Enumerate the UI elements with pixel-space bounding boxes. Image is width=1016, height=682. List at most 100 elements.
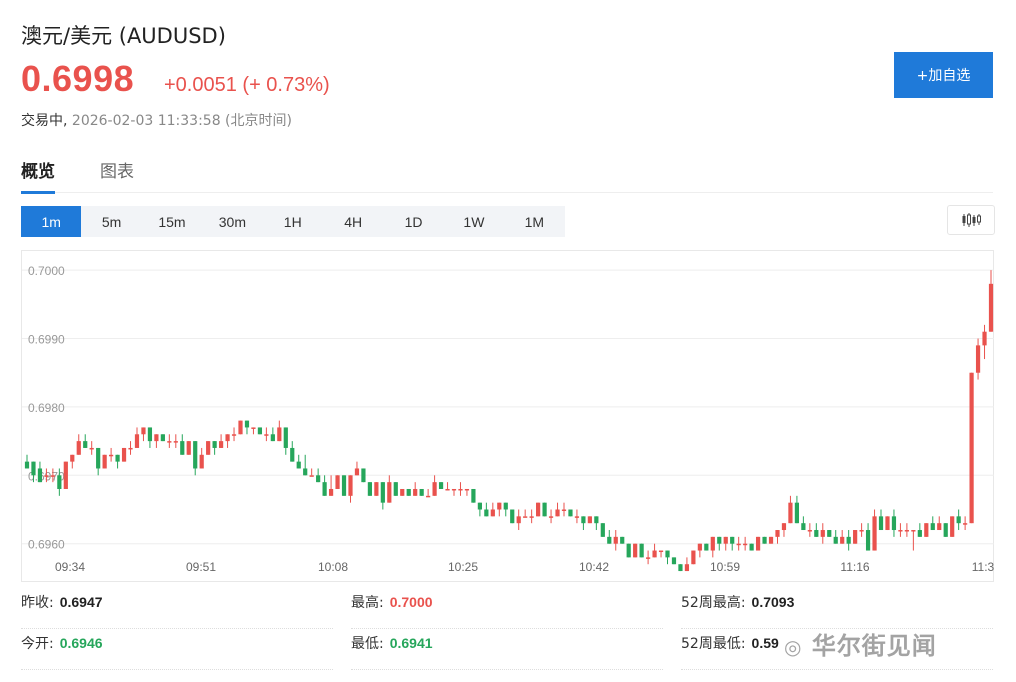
candle-body bbox=[354, 468, 360, 476]
candle-body bbox=[762, 536, 767, 544]
tab-chart[interactable]: 图表 bbox=[100, 162, 134, 182]
candle-body bbox=[186, 441, 191, 455]
candle-body bbox=[31, 461, 36, 476]
period-5m[interactable]: 5m bbox=[101, 213, 122, 230]
stat-52w-high: 52周最高: 0.7093 bbox=[681, 592, 993, 629]
candle-body bbox=[322, 482, 327, 496]
stat-label: 昨收: bbox=[21, 595, 54, 611]
candle-body bbox=[529, 516, 534, 518]
candle-body bbox=[859, 530, 864, 532]
candle-body bbox=[510, 509, 515, 524]
candle-body bbox=[536, 502, 541, 517]
price-chart[interactable]: 0.70000.69900.69800.69700.696009:3409:51… bbox=[21, 250, 995, 583]
add-watchlist-button[interactable]: +加自选 bbox=[894, 52, 993, 98]
candle-body bbox=[264, 434, 269, 436]
candle-body bbox=[950, 516, 955, 537]
candle-body bbox=[393, 482, 398, 496]
period-1w[interactable]: 1W bbox=[463, 213, 485, 230]
y-tick-label: 0.7000 bbox=[28, 264, 65, 278]
period-15m[interactable]: 15m bbox=[158, 213, 186, 230]
candle-body bbox=[626, 543, 631, 558]
period-4h[interactable]: 4H bbox=[344, 213, 363, 230]
candle-body bbox=[613, 536, 618, 544]
candle-body bbox=[865, 530, 871, 551]
y-tick-label: 0.6980 bbox=[28, 401, 65, 415]
candle-body bbox=[704, 543, 709, 551]
candle-body bbox=[328, 488, 334, 496]
stat-value: 0.6946 bbox=[59, 635, 103, 651]
candle-body bbox=[891, 516, 897, 531]
candle-body bbox=[251, 427, 256, 429]
candle-body bbox=[846, 536, 851, 544]
candle-body bbox=[83, 441, 88, 448]
period-1d[interactable]: 1D bbox=[404, 213, 423, 230]
candle-body bbox=[840, 536, 845, 544]
period-1h[interactable]: 1H bbox=[283, 213, 302, 230]
candle-body bbox=[121, 447, 127, 462]
candle-body bbox=[458, 488, 463, 491]
period-selector: 1m 5m 15m 30m 1H 4H 1D 1W 1M bbox=[21, 206, 565, 237]
stat-value: 0.59 bbox=[751, 635, 779, 651]
candle-body bbox=[335, 475, 340, 489]
period-1m[interactable]: 1m bbox=[21, 206, 82, 237]
trading-status: 交易中, 2026-02-03 11:33:58 (北京时间) bbox=[21, 110, 292, 130]
candle-body bbox=[419, 488, 424, 496]
candlestick-chart[interactable]: 0.70000.69900.69800.69700.696009:3409:51… bbox=[22, 251, 995, 583]
candle-body bbox=[781, 523, 787, 531]
candle-body bbox=[620, 536, 625, 544]
candle-body bbox=[212, 441, 217, 448]
candle-body bbox=[833, 536, 838, 544]
candle-body bbox=[225, 434, 230, 442]
candle-body bbox=[341, 475, 347, 496]
candle-body bbox=[387, 482, 392, 503]
candle-body bbox=[115, 454, 120, 462]
tab-bar: 概览 图表 bbox=[21, 155, 993, 194]
candle-body bbox=[697, 543, 702, 551]
candle-body bbox=[283, 427, 288, 448]
candle-body bbox=[600, 523, 605, 537]
candle-body bbox=[853, 530, 858, 544]
candle-body bbox=[917, 530, 922, 537]
candle-body bbox=[814, 530, 819, 537]
candle-body bbox=[89, 447, 94, 450]
y-tick-label: 0.6960 bbox=[28, 538, 65, 552]
candle-body bbox=[956, 516, 961, 524]
candle-body bbox=[581, 516, 586, 524]
candle-body bbox=[548, 516, 554, 518]
candle-body bbox=[63, 461, 68, 489]
candlestick-toggle-button[interactable] bbox=[947, 205, 995, 235]
candle-body bbox=[44, 475, 49, 477]
candle-body bbox=[988, 283, 994, 332]
stat-52w-low: 52周最低: 0.59 bbox=[681, 633, 993, 670]
stat-open: 今开: 0.6946 bbox=[21, 633, 333, 670]
watermark-text: 华尔街见闻 bbox=[811, 632, 937, 660]
candle-body bbox=[438, 482, 444, 489]
candle-body bbox=[710, 536, 715, 551]
candle-body bbox=[316, 475, 321, 483]
candle-body bbox=[678, 564, 683, 572]
candle-body bbox=[904, 530, 909, 532]
candle-body bbox=[911, 530, 916, 532]
candle-body bbox=[574, 516, 580, 518]
trading-state: 交易中, bbox=[21, 113, 68, 129]
stat-high: 最高: 0.7000 bbox=[351, 592, 663, 629]
x-tick-label: 09:34 bbox=[55, 560, 85, 574]
candlestick-icon bbox=[962, 213, 981, 227]
candle-body bbox=[561, 509, 567, 512]
tab-overview[interactable]: 概览 bbox=[21, 157, 55, 194]
candle-body bbox=[587, 516, 592, 524]
candle-body bbox=[348, 475, 353, 496]
stat-label: 最低: bbox=[351, 636, 384, 652]
candle-body bbox=[464, 488, 470, 491]
x-tick-label: 09:51 bbox=[186, 560, 216, 574]
price-change: +0.0051 (+ 0.73%) bbox=[164, 74, 330, 96]
last-price: 0.6998 bbox=[21, 58, 135, 99]
x-tick-label: 10:25 bbox=[448, 560, 478, 574]
period-1mo[interactable]: 1M bbox=[524, 213, 545, 230]
candle-body bbox=[231, 434, 237, 436]
candle-body bbox=[775, 530, 780, 537]
period-30m[interactable]: 30m bbox=[218, 213, 246, 230]
candle-body bbox=[684, 564, 690, 572]
quote-datetime: 2026-02-03 11:33:58 (北京时间) bbox=[71, 113, 292, 129]
candle-body bbox=[109, 454, 114, 457]
